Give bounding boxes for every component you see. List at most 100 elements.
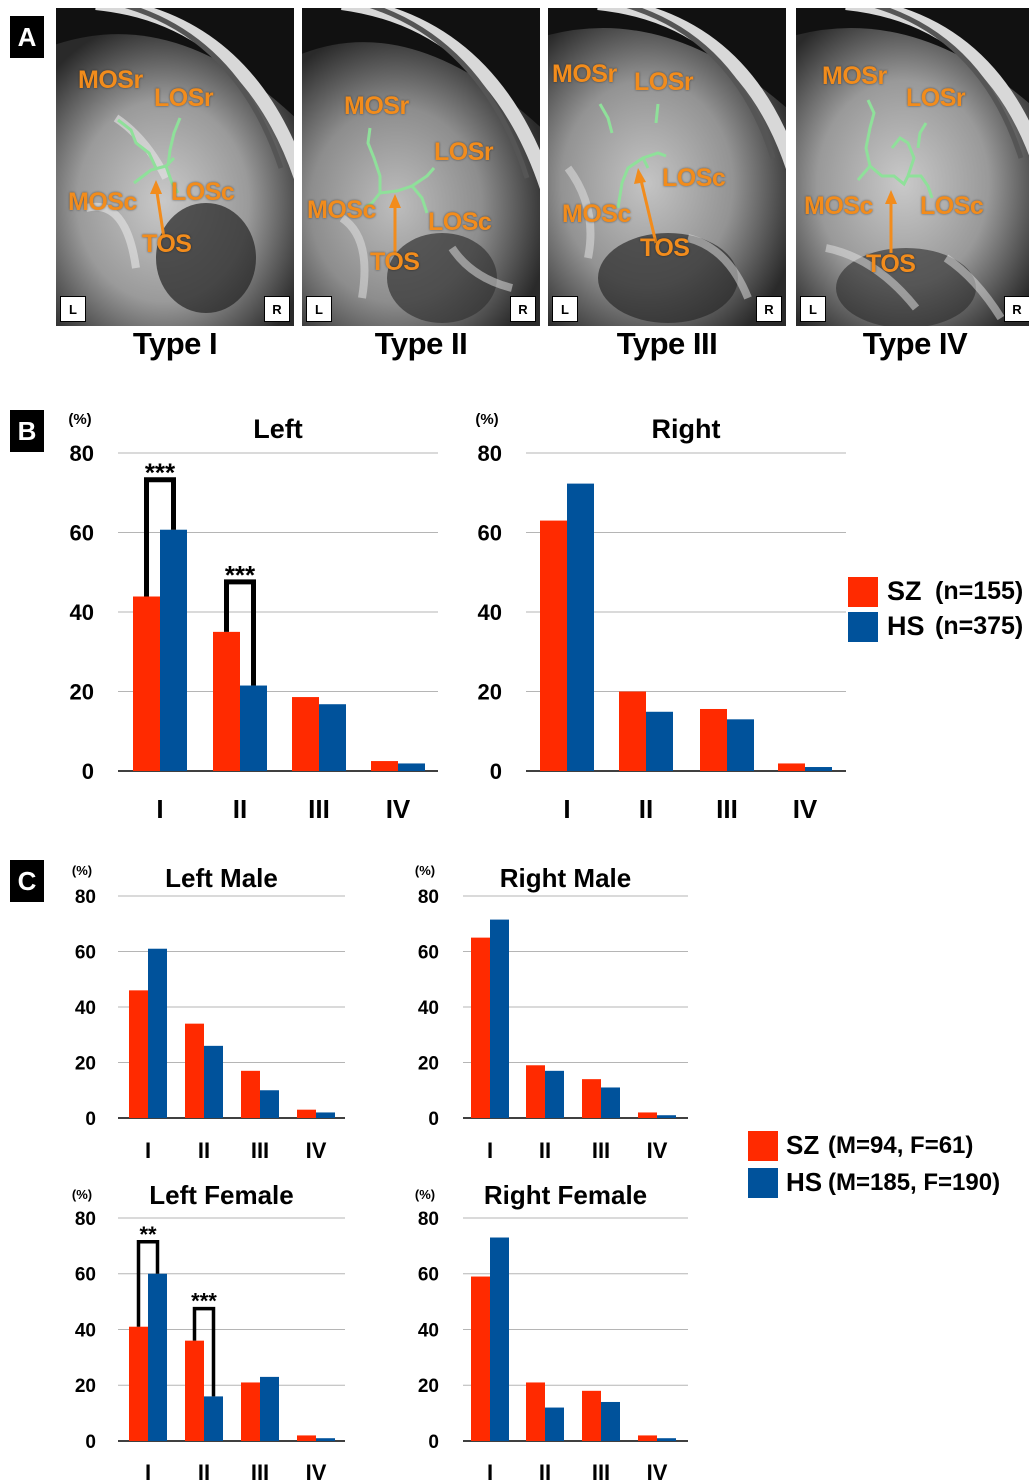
bar-sz-IV xyxy=(638,1435,657,1441)
y-tick-label: 0 xyxy=(490,759,502,784)
y-tick-label: 20 xyxy=(418,1053,439,1074)
bar-sz-I xyxy=(133,596,160,771)
y-tick-label: 20 xyxy=(75,1376,96,1397)
y-tick-label: 40 xyxy=(478,600,502,625)
corner-left: L xyxy=(552,296,578,322)
bar-hs-II xyxy=(646,711,673,771)
y-tick-label: 20 xyxy=(75,1053,96,1074)
bar-sz-IV xyxy=(778,763,805,771)
legend-label-sz: SZ xyxy=(786,1130,820,1160)
label-losc: LOSc xyxy=(662,164,726,192)
label-mosr: MOSr xyxy=(822,62,887,90)
bar-sz-II xyxy=(526,1382,545,1441)
bar-sz-IV xyxy=(638,1112,657,1118)
bar-hs-III xyxy=(727,719,754,771)
significance-bracket xyxy=(144,477,176,597)
y-tick-label: 20 xyxy=(70,679,94,704)
label-losc: LOSc xyxy=(171,178,235,206)
label-losr: LOSr xyxy=(154,84,214,112)
bar-hs-I xyxy=(148,948,167,1118)
bar-sz-III xyxy=(582,1079,601,1118)
label-losr: LOSr xyxy=(434,138,494,166)
bar-hs-IV xyxy=(398,763,425,771)
bar-sz-III xyxy=(582,1390,601,1441)
bar-sz-II xyxy=(526,1065,545,1118)
x-tick-label: II xyxy=(539,1138,551,1163)
label-tos: TOS xyxy=(142,230,192,258)
bar-sz-I xyxy=(540,520,567,771)
x-tick-label: III xyxy=(251,1460,269,1483)
x-tick-label: II xyxy=(233,794,247,824)
chart-title: Left Male xyxy=(165,863,278,893)
y-tick-label: 80 xyxy=(75,1209,96,1230)
corner-right: R xyxy=(264,296,290,322)
legend-swatch-sz xyxy=(848,576,878,607)
x-tick-label: III xyxy=(716,794,738,824)
mri-image-type-2: MOSr LOSr MOSc LOSc TOS L R xyxy=(302,8,540,326)
label-mosr: MOSr xyxy=(552,60,617,88)
x-tick-label: II xyxy=(198,1138,210,1163)
legend-n-hs: (n=375) xyxy=(935,612,1024,640)
label-mosc: MOSc xyxy=(307,196,376,224)
bar-hs-I xyxy=(148,1273,167,1441)
type-label-1: Type I xyxy=(132,326,218,361)
label-losc: LOSc xyxy=(920,192,984,220)
y-tick-label: 60 xyxy=(418,942,439,963)
legend-swatch-hs xyxy=(748,1167,778,1198)
bar-hs-I xyxy=(490,1237,509,1441)
sulcus-trace xyxy=(856,99,934,199)
significance-bracket xyxy=(192,1306,216,1397)
y-axis-unit: (%) xyxy=(475,411,498,428)
x-tick-label: II xyxy=(198,1460,210,1483)
bar-sz-II xyxy=(619,691,646,771)
label-tos: TOS xyxy=(640,234,690,262)
type-label-3: Type III xyxy=(616,326,718,361)
chart-title: Left xyxy=(253,414,303,444)
chart-title: Right Female xyxy=(484,1180,647,1210)
panel-letter-a: A xyxy=(10,16,44,58)
sulcus-trace xyxy=(363,127,436,214)
significance-label: *** xyxy=(191,1289,217,1314)
y-tick-label: 60 xyxy=(70,520,94,545)
bar-hs-III xyxy=(260,1376,279,1441)
bar-hs-IV xyxy=(805,767,832,771)
bar-hs-IV xyxy=(316,1112,335,1118)
legend-swatch-hs xyxy=(848,611,878,642)
y-axis-unit: (%) xyxy=(72,863,92,878)
x-tick-label: II xyxy=(539,1460,551,1483)
legend-n-hs: (M=185, F=190) xyxy=(828,1168,1001,1196)
bar-hs-I xyxy=(490,919,509,1118)
bar-hs-II xyxy=(545,1070,564,1118)
y-tick-label: 80 xyxy=(418,1209,439,1230)
bar-hs-III xyxy=(601,1401,620,1441)
bar-sz-III xyxy=(241,1382,260,1441)
y-tick-label: 80 xyxy=(70,441,94,466)
x-tick-label: III xyxy=(592,1138,610,1163)
mri-image-type-4: MOSr LOSr MOSc LOSc TOS L R xyxy=(796,8,1029,326)
legend-n-sz: (M=94, F=61) xyxy=(828,1131,974,1159)
y-tick-label: 80 xyxy=(418,887,439,908)
arrow-tos xyxy=(638,175,658,244)
y-tick-label: 80 xyxy=(478,441,502,466)
y-tick-label: 0 xyxy=(82,759,94,784)
arrow-tos xyxy=(154,185,166,239)
mri-image-type-1: MOSr LOSr MOSc LOSc TOS L R xyxy=(56,8,294,326)
x-tick-label: IV xyxy=(647,1460,668,1483)
significance-label: *** xyxy=(145,458,176,488)
chart-title: Right Male xyxy=(500,863,631,893)
label-tos: TOS xyxy=(370,248,420,276)
bar-sz-IV xyxy=(371,761,398,771)
x-tick-label: I xyxy=(487,1138,493,1163)
corner-left: L xyxy=(800,296,826,322)
bar-hs-III xyxy=(260,1090,279,1118)
type-label-2: Type II xyxy=(374,326,468,361)
y-tick-label: 40 xyxy=(418,1320,439,1341)
bar-sz-III xyxy=(241,1070,260,1118)
bar-hs-IV xyxy=(316,1438,335,1441)
bar-hs-I xyxy=(567,483,594,771)
mri-scan xyxy=(796,8,1029,326)
label-tos: TOS xyxy=(866,250,916,278)
